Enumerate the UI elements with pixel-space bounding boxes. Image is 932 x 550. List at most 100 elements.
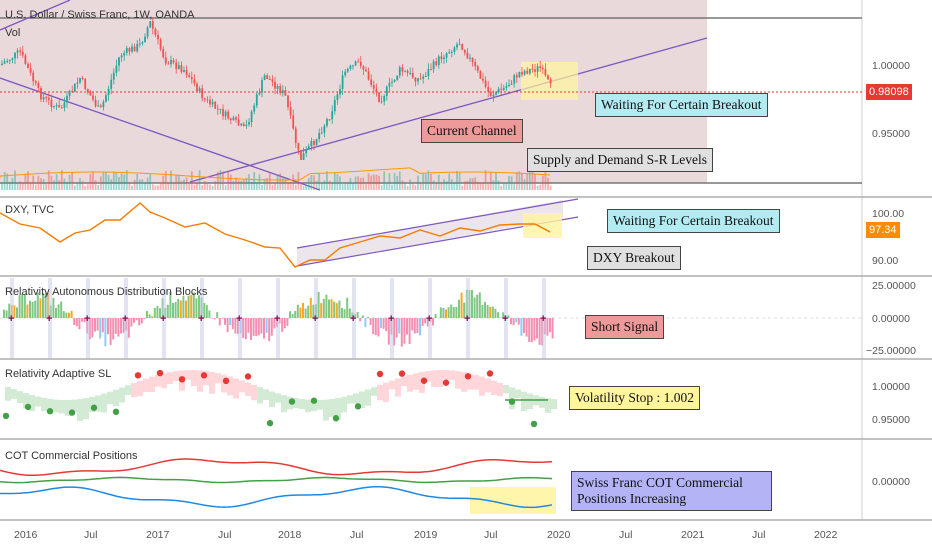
volume-bar <box>76 183 79 190</box>
cot-highlight-box <box>470 487 556 514</box>
volume-bar <box>336 173 339 190</box>
asl-band <box>17 391 23 404</box>
radb-bar <box>294 310 297 318</box>
volume-bar <box>68 174 71 190</box>
cot-pane[interactable] <box>0 458 556 514</box>
asl-band <box>107 391 113 404</box>
radb-tick: 0.00000 <box>872 313 910 325</box>
radb-band <box>238 278 242 358</box>
radb-band <box>428 278 432 358</box>
radb-pane[interactable]: + + + + + + + + + + + + + + + <box>0 278 862 358</box>
candle-body <box>159 39 162 50</box>
candle-body <box>339 89 341 95</box>
radb-bar <box>520 318 523 336</box>
candle-body <box>138 43 141 45</box>
time-tick: Jul <box>218 529 232 541</box>
asl-dot <box>134 372 142 379</box>
volume-bar <box>544 171 547 190</box>
asl-band <box>305 399 311 413</box>
time-tick: 2019 <box>414 529 438 541</box>
annotation-cot-increasing[interactable]: Swiss Franc COT Commercial Positions Inc… <box>571 471 772 511</box>
candle-body <box>60 107 63 109</box>
candle-body <box>359 61 362 67</box>
asl-dot <box>24 403 32 411</box>
candle-body <box>224 111 227 117</box>
radb-bar <box>159 308 161 318</box>
annotation-waiting-breakout[interactable]: Waiting For Certain Breakout <box>595 93 768 117</box>
radb-bar <box>333 301 336 318</box>
volume-bar <box>136 174 139 190</box>
radb-bar <box>18 295 21 318</box>
adaptive-sl-pane[interactable] <box>2 369 557 428</box>
time-tick: Jul <box>484 529 498 541</box>
annotation-supply-demand[interactable]: Supply and Demand S-R Levels <box>527 148 713 172</box>
radb-bar <box>140 318 143 324</box>
candle-body <box>437 56 440 66</box>
volume-bar <box>240 180 243 190</box>
candle-body <box>245 124 248 127</box>
volume-bar <box>201 185 204 190</box>
candle-body <box>443 57 445 60</box>
radb-bar <box>135 318 138 321</box>
radb-bar <box>57 304 60 318</box>
volume-bar <box>406 185 409 190</box>
volume-bar <box>37 175 40 190</box>
volume-bar <box>487 184 490 190</box>
asl-band <box>443 370 449 380</box>
candle-body <box>151 21 154 29</box>
volume-bar <box>224 184 227 190</box>
candle-body <box>396 75 399 80</box>
volume-bar <box>6 173 9 190</box>
volume-bar <box>352 183 354 190</box>
asl-dot <box>288 398 296 405</box>
volume-bar <box>216 172 219 190</box>
volume-bar <box>476 181 479 190</box>
asl-band <box>263 389 269 401</box>
candle-body <box>237 119 240 126</box>
time-tick: 2020 <box>547 529 571 541</box>
radb-bar <box>380 318 382 328</box>
radb-bar <box>325 294 328 318</box>
annotation-volatility-stop[interactable]: Volatility Stop : 1.002 <box>569 386 701 410</box>
volume-bar <box>55 174 58 190</box>
dxy-pane[interactable] <box>0 198 579 268</box>
volume-bar <box>3 171 6 190</box>
asl-band <box>65 399 71 416</box>
radb-bar <box>122 318 125 333</box>
annotation-current-channel[interactable]: Current Channel <box>421 119 523 143</box>
annotation-short-signal[interactable]: Short Signal <box>585 315 665 339</box>
radb-bar <box>421 318 424 327</box>
volume-bar <box>297 172 300 190</box>
candle-body <box>417 78 419 82</box>
radb-bar <box>346 297 349 318</box>
asl-band <box>239 380 245 393</box>
candle-body <box>21 51 24 56</box>
candle-body <box>71 90 74 92</box>
radb-bar <box>452 307 455 318</box>
candle-body <box>250 111 253 123</box>
asl-dot <box>222 377 230 385</box>
candle-body <box>128 48 131 52</box>
radb-bar <box>419 318 421 336</box>
cot-red-line <box>0 458 553 477</box>
asl-band <box>29 394 35 412</box>
candle-body <box>94 99 97 107</box>
annotation-dxy-breakout[interactable]: DXY Breakout <box>587 246 681 270</box>
asl-band <box>185 370 191 380</box>
asl-band <box>203 370 209 386</box>
radb-bar <box>523 318 525 334</box>
radb-bar <box>291 313 294 318</box>
volume-bar <box>40 178 42 190</box>
candle-body <box>456 44 458 48</box>
volume-bar <box>547 177 549 190</box>
volume-bar <box>97 184 100 190</box>
volume-bar <box>313 175 315 190</box>
candle-body <box>445 53 448 58</box>
time-tick: Jul <box>619 529 633 541</box>
candle-body <box>297 142 300 151</box>
candle-body <box>63 102 66 108</box>
annotation-waiting-breakout-dxy[interactable]: Waiting For Certain Breakout <box>607 209 780 233</box>
candle-body <box>115 65 118 73</box>
radb-bar <box>29 300 31 318</box>
